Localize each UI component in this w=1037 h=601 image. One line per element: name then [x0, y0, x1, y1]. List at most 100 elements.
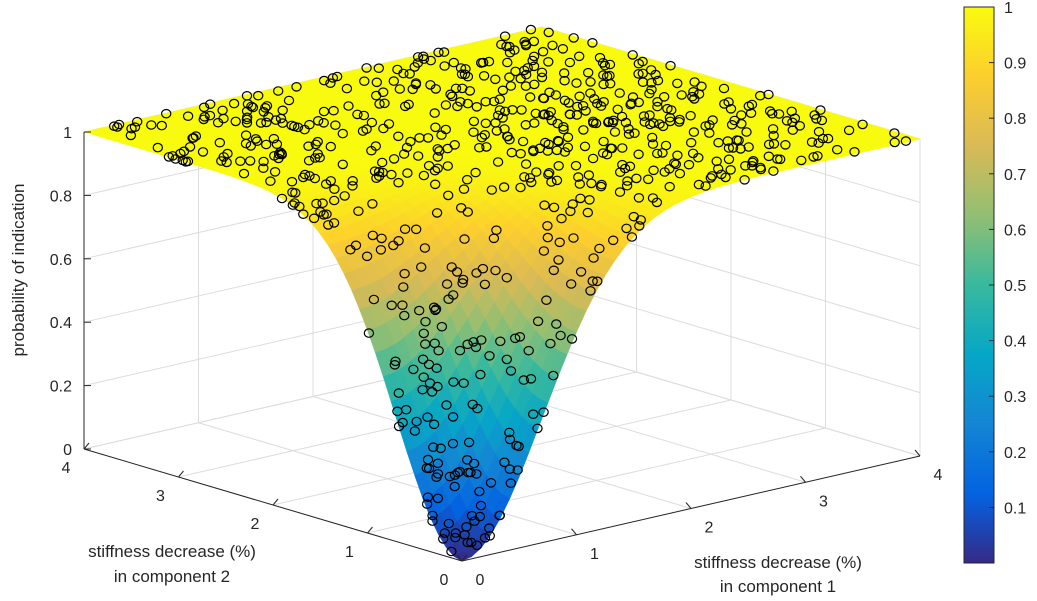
scatter-marker [432, 152, 443, 162]
scatter-marker [598, 136, 609, 147]
scatter-marker [849, 147, 860, 157]
scatter-marker [484, 350, 495, 361]
scatter-marker [418, 51, 429, 62]
scatter-marker [617, 159, 628, 170]
z-tick-label: 0.6 [50, 252, 72, 269]
scatter-marker [464, 86, 476, 96]
scatter-marker [268, 133, 280, 144]
scatter-marker [125, 130, 137, 141]
scatter-marker [688, 87, 699, 97]
scatter-marker [375, 245, 387, 255]
scatter-marker [551, 319, 562, 329]
scatter-marker [276, 148, 287, 159]
scatter-marker [551, 145, 563, 156]
scatter-marker [401, 142, 413, 153]
scatter-marker [146, 120, 157, 130]
scatter-marker [587, 153, 599, 164]
colorbar-ticks: 0.1 0.2 0.3 0.4 0.5 0.6 0.7 0.8 0.9 1 [989, 0, 1026, 517]
z-tick-label: 0.8 [50, 188, 72, 205]
scatter-marker [532, 423, 543, 434]
scatter-marker [574, 179, 586, 189]
x-tick-label: 1 [590, 546, 599, 563]
scatter-marker [373, 167, 385, 177]
scatter-marker [414, 133, 425, 143]
scatter-marker [504, 464, 515, 474]
scatter-marker [289, 198, 300, 208]
scatter-marker [558, 122, 569, 132]
scatter-marker [608, 235, 619, 246]
scatter-marker [448, 377, 459, 387]
scatter-marker [650, 69, 661, 80]
scatter-marker [371, 77, 382, 88]
scatter-marker [310, 139, 321, 150]
scatter-marker [505, 366, 517, 376]
scatter-marker [608, 115, 619, 126]
scatter-marker [329, 184, 340, 194]
scatter-marker [471, 540, 483, 551]
scatter-marker [528, 409, 539, 419]
scatter-marker [312, 136, 323, 147]
scatter-marker [175, 148, 186, 159]
probability-surface [82, 26, 922, 562]
scatter-marker [462, 537, 473, 548]
scatter-marker [449, 140, 460, 150]
scatter-marker [583, 170, 595, 180]
scatter-marker [490, 74, 501, 85]
scatter-marker [271, 139, 283, 149]
scatter-marker [399, 224, 411, 234]
scatter-marker [492, 157, 504, 167]
scatter-marker [504, 72, 515, 82]
scatter-marker [520, 40, 532, 51]
x-axis-label-line2: in component 1 [720, 577, 836, 596]
scatter-marker [597, 57, 609, 68]
scatter-marker [481, 142, 492, 152]
x-tick-label: 4 [934, 467, 943, 484]
scatter-marker [367, 199, 378, 209]
scatter-marker [538, 93, 550, 104]
scatter-marker [633, 69, 644, 79]
scatter-marker [401, 404, 412, 415]
scatter-marker [648, 118, 659, 128]
scatter-marker [674, 114, 685, 125]
x-tick-label: 0 [476, 572, 485, 589]
scatter-marker [578, 125, 589, 135]
scatter-marker [471, 268, 482, 278]
scatter-marker [556, 213, 567, 224]
scatter-marker [418, 372, 429, 382]
scatter-marker [412, 58, 423, 68]
scatter-marker [598, 79, 609, 90]
scatter-marker [501, 272, 512, 283]
scatter-marker [633, 193, 645, 203]
x-tick-mark [800, 475, 806, 483]
scatter-marker [525, 24, 537, 35]
scatter-marker [571, 78, 582, 88]
scatter-marker [567, 199, 578, 209]
scatter-marker [430, 122, 441, 133]
scatter-marker [548, 370, 559, 381]
scatter-marker [687, 91, 698, 102]
scatter-marker [530, 108, 542, 119]
scatter-marker [199, 112, 210, 122]
scatter-marker [478, 71, 490, 81]
scatter-marker [889, 137, 900, 148]
scatter-marker [755, 90, 766, 101]
scatter-marker [216, 156, 227, 166]
scatter-marker [755, 162, 766, 173]
scatter-marker [735, 144, 746, 154]
x-axis-label-line1: stiffness decrease (%) [694, 553, 862, 572]
scatter-marker [377, 167, 388, 178]
scatter-marker [532, 316, 544, 327]
scatter-marker [454, 466, 465, 477]
scatter-marker [659, 167, 670, 177]
scatter-marker [648, 165, 659, 176]
scatter-marker [361, 63, 372, 73]
scatter-marker [505, 478, 516, 488]
scatter-marker [242, 99, 254, 109]
scatter-marker [739, 175, 750, 185]
scatter-marker [736, 110, 747, 120]
z-tick-label: 0.2 [50, 379, 72, 396]
scatter-marker [550, 90, 562, 100]
scatter-marker [318, 118, 329, 128]
scatter-marker [291, 82, 302, 92]
scatter-marker [343, 101, 354, 111]
